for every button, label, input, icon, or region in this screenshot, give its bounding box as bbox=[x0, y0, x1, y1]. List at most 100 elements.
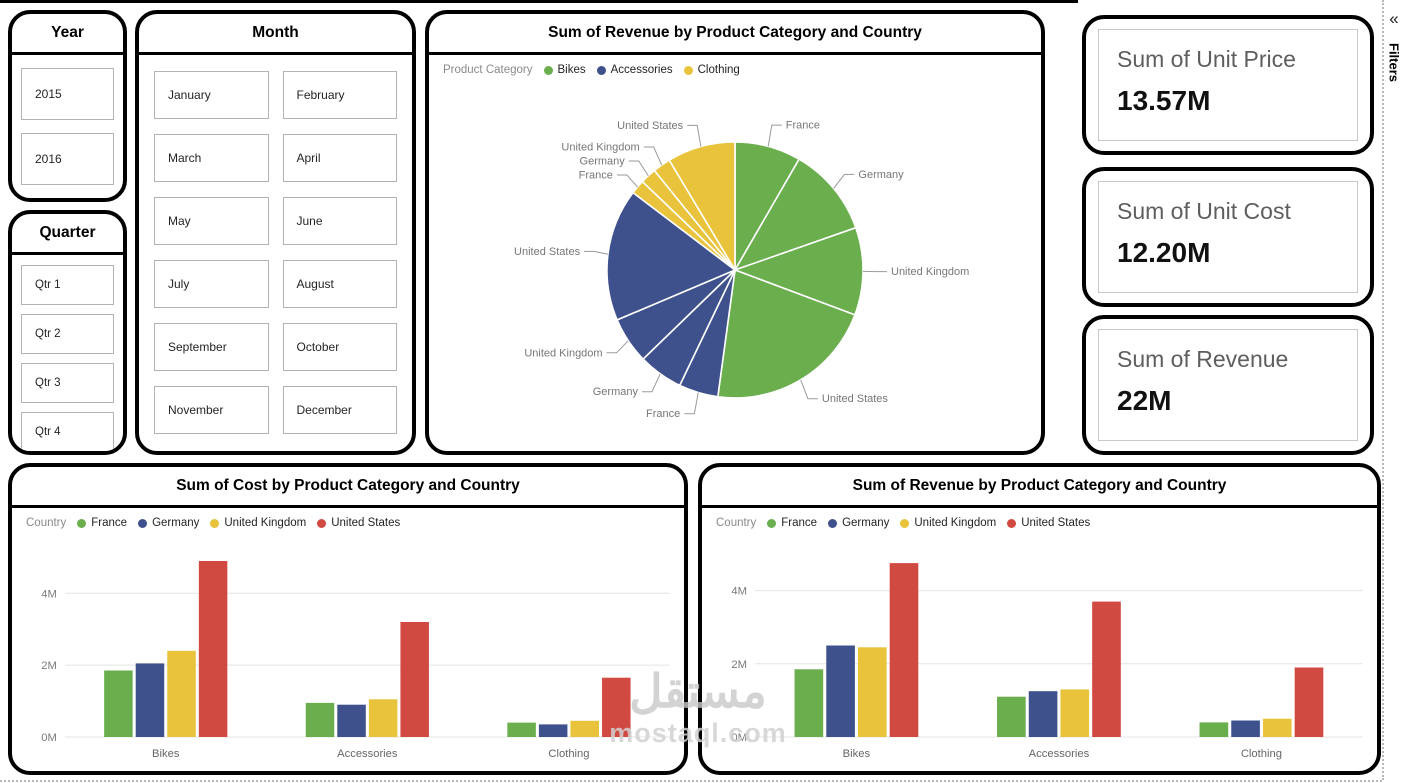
bar-bikes-germany[interactable] bbox=[826, 645, 855, 738]
pie-slice-label: United States bbox=[822, 393, 889, 405]
pie-slice-accessories-united-states[interactable] bbox=[606, 191, 737, 321]
bar-clothing-united-states[interactable] bbox=[602, 677, 631, 737]
y-axis-tick-label: 2M bbox=[41, 660, 57, 672]
pie-slice-bikes-united-states[interactable] bbox=[716, 268, 856, 399]
cost-bar-title: Sum of Cost by Product Category and Coun… bbox=[12, 467, 684, 508]
slicer-option-august[interactable]: August bbox=[282, 260, 397, 308]
slicer-option-qtr-3[interactable]: Qtr 3 bbox=[21, 363, 114, 403]
y-axis-tick-label: 0M bbox=[731, 732, 747, 744]
bar-accessories-germany[interactable] bbox=[337, 704, 366, 737]
legend-swatch-icon bbox=[210, 518, 220, 528]
bar-clothing-united-kingdom[interactable] bbox=[570, 720, 599, 737]
pie-legend: Product Category Bikes Accessories Clothing bbox=[429, 55, 1041, 78]
legend-item-united-kingdom[interactable]: United Kingdom bbox=[900, 517, 996, 529]
kpi-revenue-card: Sum of Revenue 22M bbox=[1082, 315, 1374, 455]
expand-filters-icon[interactable]: « bbox=[1389, 9, 1399, 28]
pie-slice-label: France bbox=[579, 170, 613, 182]
slicer-option-march[interactable]: March bbox=[154, 134, 269, 182]
cost-bar-card: Sum of Cost by Product Category and Coun… bbox=[8, 463, 688, 775]
slicer-option-september[interactable]: September bbox=[154, 323, 269, 371]
bar-accessories-germany[interactable] bbox=[1028, 691, 1058, 737]
slicer-option-qtr-1[interactable]: Qtr 1 bbox=[21, 265, 114, 305]
slicer-option-june[interactable]: June bbox=[282, 197, 397, 245]
bar-clothing-germany[interactable] bbox=[1231, 720, 1260, 738]
bar-clothing-united-kingdom[interactable] bbox=[1262, 718, 1292, 737]
bar-bikes-united-kingdom[interactable] bbox=[167, 650, 196, 737]
legend-swatch-icon bbox=[900, 518, 910, 528]
legend-item-united-states[interactable]: United States bbox=[1007, 517, 1090, 529]
canvas-bottom-edge bbox=[0, 780, 1382, 782]
revenue-pie-chart: France Germany United Kingdom United States… bbox=[514, 120, 969, 421]
pie-slice-label: Germany bbox=[580, 156, 626, 168]
slicer-option-2016[interactable]: 2016 bbox=[21, 133, 114, 185]
bar-clothing-germany[interactable] bbox=[538, 724, 568, 737]
year-options: 2015 2016 bbox=[12, 55, 123, 198]
pie-slice-clothing-united-states[interactable] bbox=[668, 141, 736, 273]
slicer-option-november[interactable]: November bbox=[154, 386, 269, 434]
legend-item-bikes[interactable]: Bikes bbox=[543, 64, 586, 76]
quarter-options: Qtr 1 Qtr 2 Qtr 3 Qtr 4 bbox=[12, 255, 123, 451]
slicer-option-january[interactable]: January bbox=[154, 71, 269, 119]
bar-clothing-united-states[interactable] bbox=[1294, 667, 1324, 738]
legend-item-france[interactable]: France bbox=[767, 517, 817, 529]
bar-accessories-united-states[interactable] bbox=[1092, 601, 1121, 737]
bar-clothing-france[interactable] bbox=[1199, 722, 1229, 737]
bar-clothing-france[interactable] bbox=[507, 722, 536, 737]
bar-bikes-united-states[interactable] bbox=[889, 563, 919, 737]
bar-accessories-united-states[interactable] bbox=[400, 622, 429, 737]
x-category-label: Accessories bbox=[337, 748, 398, 760]
legend-title: Product Category bbox=[443, 64, 533, 76]
pie-slice-label: United Kingdom bbox=[561, 142, 639, 154]
pie-slice-label: United States bbox=[514, 246, 581, 258]
bar-bikes-united-kingdom[interactable] bbox=[857, 647, 887, 737]
bar-accessories-france[interactable] bbox=[305, 702, 335, 737]
bar-bikes-united-states[interactable] bbox=[198, 561, 228, 737]
kpi-unit-price-value: 13.57M bbox=[1117, 85, 1211, 116]
pie-label-leader-line bbox=[606, 340, 629, 354]
legend-swatch-icon bbox=[317, 518, 327, 528]
legend-title: Country bbox=[26, 517, 67, 529]
x-category-label: Clothing bbox=[548, 748, 589, 760]
bar-bikes-france[interactable] bbox=[104, 670, 133, 738]
slicer-option-july[interactable]: July bbox=[154, 260, 269, 308]
slicer-option-december[interactable]: December bbox=[282, 386, 397, 434]
legend-swatch-icon bbox=[138, 518, 148, 528]
kpi-revenue-inner: Sum of Revenue 22M bbox=[1098, 329, 1358, 441]
legend-swatch-icon bbox=[683, 65, 693, 75]
legend-item-france[interactable]: France bbox=[77, 517, 127, 529]
slicer-option-qtr-4[interactable]: Qtr 4 bbox=[21, 412, 114, 451]
legend-item-clothing[interactable]: Clothing bbox=[683, 64, 740, 76]
revenue-bar-card: Sum of Revenue by Product Category and C… bbox=[698, 463, 1381, 775]
kpi-unit-cost-label: Sum of Unit Cost bbox=[1117, 198, 1291, 224]
revenue-bar-legend: Country France Germany United Kingdom United… bbox=[702, 508, 1377, 531]
legend-item-united-kingdom[interactable]: United Kingdom bbox=[210, 517, 306, 529]
filters-pane-label[interactable]: Filters bbox=[1386, 43, 1402, 83]
slicer-option-may[interactable]: May bbox=[154, 197, 269, 245]
slicer-option-2015[interactable]: 2015 bbox=[21, 68, 114, 120]
bar-accessories-united-kingdom[interactable] bbox=[1060, 689, 1090, 737]
slicer-option-april[interactable]: April bbox=[282, 134, 397, 182]
legend-label: Germany bbox=[152, 517, 200, 529]
x-category-label: Clothing bbox=[1241, 748, 1282, 760]
y-axis-tick-label: 0M bbox=[41, 732, 57, 744]
pie-label-leader-line bbox=[584, 250, 609, 255]
bar-bikes-germany[interactable] bbox=[135, 663, 165, 737]
legend-item-united-states[interactable]: United States bbox=[317, 517, 400, 529]
bar-accessories-france[interactable] bbox=[997, 696, 1026, 737]
pie-label-leader-line bbox=[684, 392, 699, 415]
slicer-option-october[interactable]: October bbox=[282, 323, 397, 371]
slicer-option-qtr-2[interactable]: Qtr 2 bbox=[21, 314, 114, 354]
pie-label-leader-line bbox=[800, 379, 818, 400]
pie-slice-label: United Kingdom bbox=[524, 347, 602, 359]
kpi-unit-price-card: Sum of Unit Price 13.57M bbox=[1082, 15, 1374, 155]
legend-title: Country bbox=[716, 517, 757, 529]
bar-accessories-united-kingdom[interactable] bbox=[368, 699, 398, 737]
bar-bikes-france[interactable] bbox=[794, 669, 824, 737]
quarter-slicer-title: Quarter bbox=[12, 214, 123, 255]
legend-item-germany[interactable]: Germany bbox=[828, 517, 889, 529]
year-slicer-card: Year 2015 2016 bbox=[8, 10, 127, 202]
legend-item-accessories[interactable]: Accessories bbox=[596, 64, 673, 76]
legend-item-germany[interactable]: Germany bbox=[138, 517, 199, 529]
slicer-option-february[interactable]: February bbox=[282, 71, 397, 119]
quarter-slicer-card: Quarter Qtr 1 Qtr 2 Qtr 3 Qtr 4 bbox=[8, 210, 127, 455]
